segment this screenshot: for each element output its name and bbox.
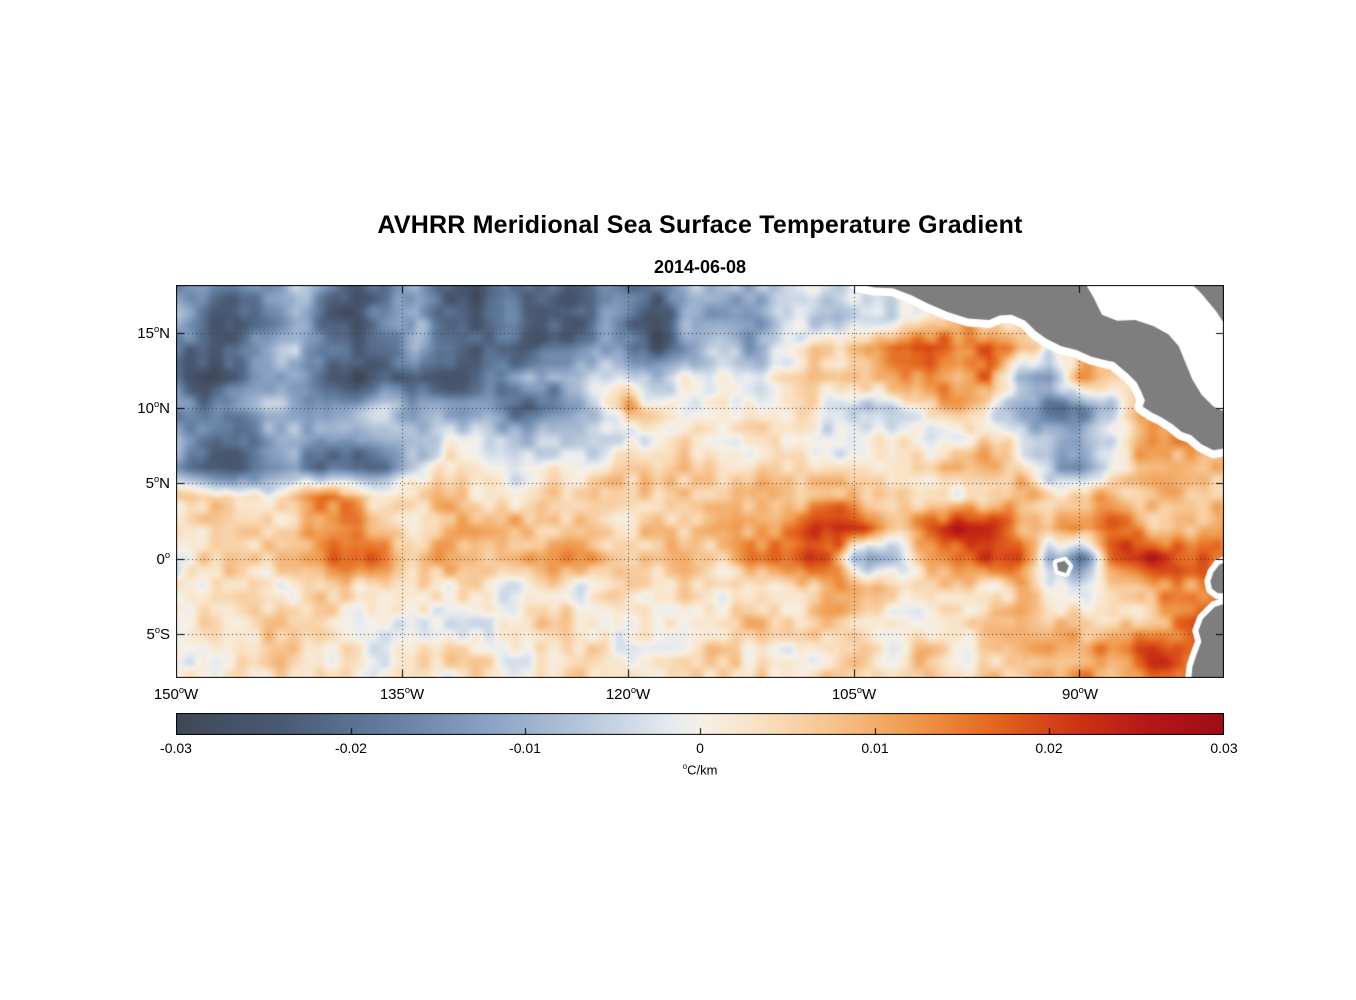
degree-superscript: o [682, 762, 688, 771]
lon-tick-90w-value: 90 [1061, 686, 1079, 703]
lat-tick-10n-hemisphere: N [159, 400, 170, 417]
lon-tick-135w-value: 135 [379, 686, 405, 703]
chart-title: AVHRR Meridional Sea Surface Temperature… [377, 211, 1023, 239]
colorbar-tick-1: -0.02 [335, 740, 367, 756]
colorbar-tick-2: -0.01 [509, 740, 541, 756]
lat-tick-5n-hemisphere: N [159, 475, 170, 492]
degree-superscript: o [153, 399, 160, 409]
degree-superscript: o [164, 550, 170, 560]
unit-text: C/km [687, 762, 718, 778]
sst-gradient-heatmap-canvas [176, 285, 1224, 678]
degree-superscript: o [153, 474, 160, 484]
lon-tick-150w-value: 150 [153, 686, 179, 703]
lat-tick-5n-value: 5 [145, 475, 154, 492]
colorbar-tick-5: 0.02 [1035, 740, 1063, 756]
lon-tick-135w-hemisphere: W [410, 686, 425, 703]
lat-tick-15n: 15oN [137, 324, 170, 342]
degree-superscript: o [630, 685, 637, 695]
degree-superscript: o [856, 685, 863, 695]
lat-tick-5s-value: 5 [146, 626, 155, 643]
lat-tick-15n-hemisphere: N [159, 325, 170, 342]
lat-tick-0-value: 0 [156, 551, 165, 568]
lon-tick-120w-hemisphere: W [636, 686, 651, 703]
lon-tick-90w: 90oW [1062, 685, 1098, 703]
degree-superscript: o [154, 625, 160, 635]
degree-superscript: o [404, 685, 411, 695]
lon-tick-120w: 120oW [606, 685, 650, 703]
degree-superscript: o [153, 324, 160, 334]
lat-tick-0: 0o [156, 550, 170, 568]
lon-tick-135w: 135oW [380, 685, 424, 703]
colorbar-tick-0: -0.03 [160, 740, 192, 756]
lon-tick-105w-value: 105 [831, 686, 857, 703]
lon-tick-105w: 105oW [832, 685, 876, 703]
lat-tick-5s: 5oS [146, 625, 170, 643]
lon-tick-150w: 150oW [154, 685, 198, 703]
colorbar-tick-6: 0.03 [1210, 740, 1238, 756]
degree-superscript: o [1078, 685, 1084, 695]
lat-tick-10n-value: 10 [137, 400, 154, 417]
lat-tick-10n: 10oN [137, 399, 170, 417]
colorbar-tick-3: 0 [696, 740, 704, 756]
chart-date-subtitle: 2014-06-08 [653, 257, 747, 277]
lon-tick-120w-value: 120 [605, 686, 631, 703]
lon-tick-90w-hemisphere: W [1083, 686, 1099, 703]
lon-tick-150w-hemisphere: W [184, 686, 199, 703]
colorbar-unit-label: oC/km [176, 762, 1224, 777]
lat-tick-5n: 5oN [146, 474, 170, 492]
lon-tick-105w-hemisphere: W [862, 686, 877, 703]
colorbar-tick-4: 0.01 [861, 740, 889, 756]
colorbar-canvas [176, 713, 1224, 735]
lat-tick-15n-value: 15 [137, 325, 154, 342]
degree-superscript: o [178, 685, 185, 695]
lat-tick-5s-hemisphere: S [159, 626, 170, 643]
